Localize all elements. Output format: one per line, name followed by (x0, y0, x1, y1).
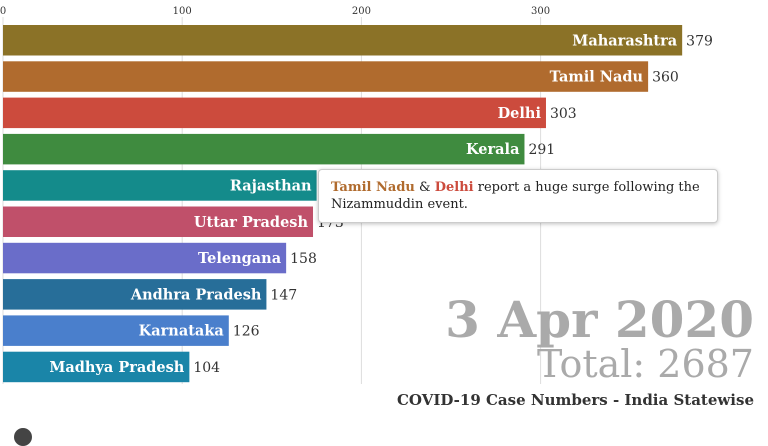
bar-group-8: Karnataka 126 (3, 315, 260, 346)
bar-maharashtra (3, 25, 683, 56)
bar-group-4: Rajasthan175 (3, 170, 347, 201)
bar-madhya-pradesh (3, 351, 190, 383)
bar-group-5: Uttar Pradesh173 (3, 206, 344, 237)
x-tick-label-300: 300 (531, 6, 550, 17)
bar-value-label: 147 (270, 287, 297, 303)
bar-rajasthan (3, 170, 317, 201)
bar-value-label: 291 (528, 142, 555, 158)
x-tick-label-100: 100 (173, 6, 192, 17)
bars: Maharashtra 379 Tamil Nadu 360 Delhi 303 Keral… (3, 25, 713, 383)
bar-group-0: Maharashtra 379 (3, 25, 713, 56)
bar-value-label: 360 (652, 70, 679, 86)
bar-telengana (3, 242, 287, 274)
bar-category-label: Telengana (198, 250, 282, 267)
bar-category-label: Uttar Pradesh (194, 214, 309, 231)
bar-andhra-pradesh (3, 279, 267, 310)
bar-category-label: Tamil Nadu (550, 69, 644, 86)
bar-group-9: Madhya Pradesh 104 (3, 351, 220, 383)
bar-tamil-nadu (3, 61, 649, 92)
bar-group-7: Andhra Pradesh 147 (3, 279, 297, 310)
annotation-text: report a huge surge following the Nizamm… (331, 180, 700, 212)
annotation-connector: & (419, 180, 431, 195)
bar-category-label: Madhya Pradesh (49, 359, 184, 376)
bar-group-3: Kerala 291 (3, 133, 555, 165)
logo-icon (14, 428, 32, 446)
bar-chart: 0 100 200 300 Maharashtra 379 Tamil Nadu 360 De… (0, 6, 713, 384)
bar-category-label: Andhra Pradesh (130, 286, 262, 303)
x-axis-ticks: 0 100 200 300 (0, 6, 550, 17)
bar-value-label: 104 (193, 360, 220, 376)
bar-kerala (3, 133, 525, 165)
annotation-box: Tamil Nadu & Delhi report a huge surge f… (318, 169, 718, 223)
annotation-state-2: Delhi (434, 180, 474, 195)
bar-delhi (3, 97, 546, 129)
bar-category-label: Maharashtra (572, 32, 677, 49)
annotation-state-1: Tamil Nadu (331, 180, 415, 195)
bar-value-label: 379 (686, 33, 713, 49)
bar-uttar-pradesh (3, 206, 314, 237)
total-label: Total: 2687 (537, 342, 754, 386)
bar-group-6: Telengana 158 (3, 242, 317, 274)
x-tick-label-200: 200 (352, 6, 371, 17)
bar-value-label: 126 (233, 324, 260, 340)
bar-group-2: Delhi 303 (3, 97, 577, 129)
bar-value-label: 303 (550, 106, 577, 122)
x-tick-label-0: 0 (0, 6, 6, 17)
bar-value-label: 158 (290, 251, 317, 267)
bar-category-label: Delhi (498, 105, 542, 122)
date-label: 3 Apr 2020 (445, 290, 754, 349)
bar-category-label: Kerala (466, 141, 520, 158)
bar-group-1: Tamil Nadu 360 (3, 61, 679, 92)
chart-title: COVID-19 Case Numbers - India Statewise (396, 391, 754, 409)
bar-category-label: Karnataka (139, 323, 225, 340)
bar-category-label: Rajasthan (230, 177, 312, 194)
bar-karnataka (3, 315, 229, 346)
